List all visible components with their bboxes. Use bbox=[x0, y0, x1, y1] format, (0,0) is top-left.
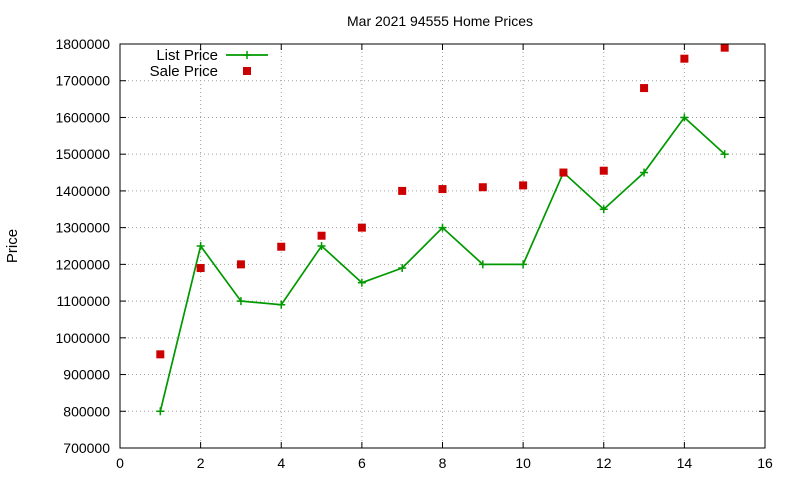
x-tick-labels: 0 2 4 6 8 10 12 14 16 bbox=[116, 455, 773, 471]
sale-price-point bbox=[680, 54, 689, 63]
list-price-point bbox=[680, 113, 689, 122]
list-price-point bbox=[196, 242, 205, 250]
sale-price-point bbox=[156, 350, 165, 359]
list-price-point bbox=[478, 260, 487, 269]
x-tick-label: 16 bbox=[757, 455, 773, 471]
list-price-point bbox=[438, 223, 447, 232]
list-price-point bbox=[357, 278, 366, 287]
x-tick-label: 12 bbox=[596, 455, 612, 471]
sale-price-point bbox=[519, 181, 528, 190]
x-tick-label: 0 bbox=[116, 455, 124, 471]
y-tick-label: 1200000 bbox=[55, 256, 110, 272]
y-tick-label: 1400000 bbox=[55, 183, 110, 199]
list-price-point bbox=[277, 300, 286, 309]
y-tick-labels: 700000 800000 900000 1000000 1100000 1200000 1… bbox=[55, 36, 110, 456]
list-price-point bbox=[156, 407, 165, 416]
sale-price-point bbox=[438, 185, 447, 194]
legend-marker bbox=[243, 67, 251, 75]
y-tick-label: 1000000 bbox=[55, 330, 110, 346]
legend-marker bbox=[243, 51, 251, 59]
sale-price-point bbox=[317, 231, 326, 240]
y-tick-label: 700000 bbox=[63, 440, 110, 456]
plot-series bbox=[156, 43, 729, 416]
y-axis-label: Price bbox=[4, 229, 21, 263]
sale-price-point bbox=[236, 260, 245, 269]
plot-frame bbox=[119, 43, 766, 449]
y-tick-label: 1600000 bbox=[55, 109, 110, 125]
x-tick-label: 14 bbox=[677, 455, 693, 471]
x-tick-label: 8 bbox=[439, 455, 447, 471]
axis-ticks bbox=[119, 43, 766, 449]
sale-price-point bbox=[277, 242, 286, 251]
sale-price-point bbox=[357, 223, 366, 232]
list-price-point bbox=[599, 205, 608, 214]
y-tick-label: 900000 bbox=[63, 367, 110, 383]
list-price-point bbox=[640, 168, 649, 177]
y-tick-label: 1500000 bbox=[55, 146, 110, 162]
y-tick-label: 800000 bbox=[63, 403, 110, 419]
sale-price-point bbox=[478, 183, 487, 192]
sale-price-point bbox=[720, 43, 729, 52]
y-tick-label: 1300000 bbox=[55, 220, 110, 236]
grid bbox=[120, 44, 765, 448]
list-price-point bbox=[317, 242, 326, 250]
sale-price-point bbox=[640, 84, 649, 93]
list-price-point bbox=[720, 150, 729, 159]
y-tick-label: 1800000 bbox=[55, 36, 110, 52]
sale-price-point bbox=[398, 186, 407, 195]
legend-label: Sale Price bbox=[150, 63, 218, 80]
list-price-point bbox=[236, 297, 245, 306]
list-price-point bbox=[398, 264, 407, 273]
x-tick-label: 4 bbox=[277, 455, 285, 471]
chart-title: Mar 2021 94555 Home Prices bbox=[347, 13, 533, 29]
x-tick-label: 6 bbox=[358, 455, 366, 471]
sale-price-point bbox=[559, 168, 568, 177]
list-price-point bbox=[519, 260, 528, 269]
x-tick-label: 10 bbox=[515, 455, 531, 471]
sale-price-point bbox=[196, 264, 205, 273]
y-tick-label: 1700000 bbox=[55, 73, 110, 89]
y-tick-label: 1100000 bbox=[57, 293, 111, 309]
x-tick-label: 2 bbox=[197, 455, 205, 471]
sale-price-point bbox=[599, 166, 608, 175]
legend-label: List Price bbox=[156, 47, 218, 64]
